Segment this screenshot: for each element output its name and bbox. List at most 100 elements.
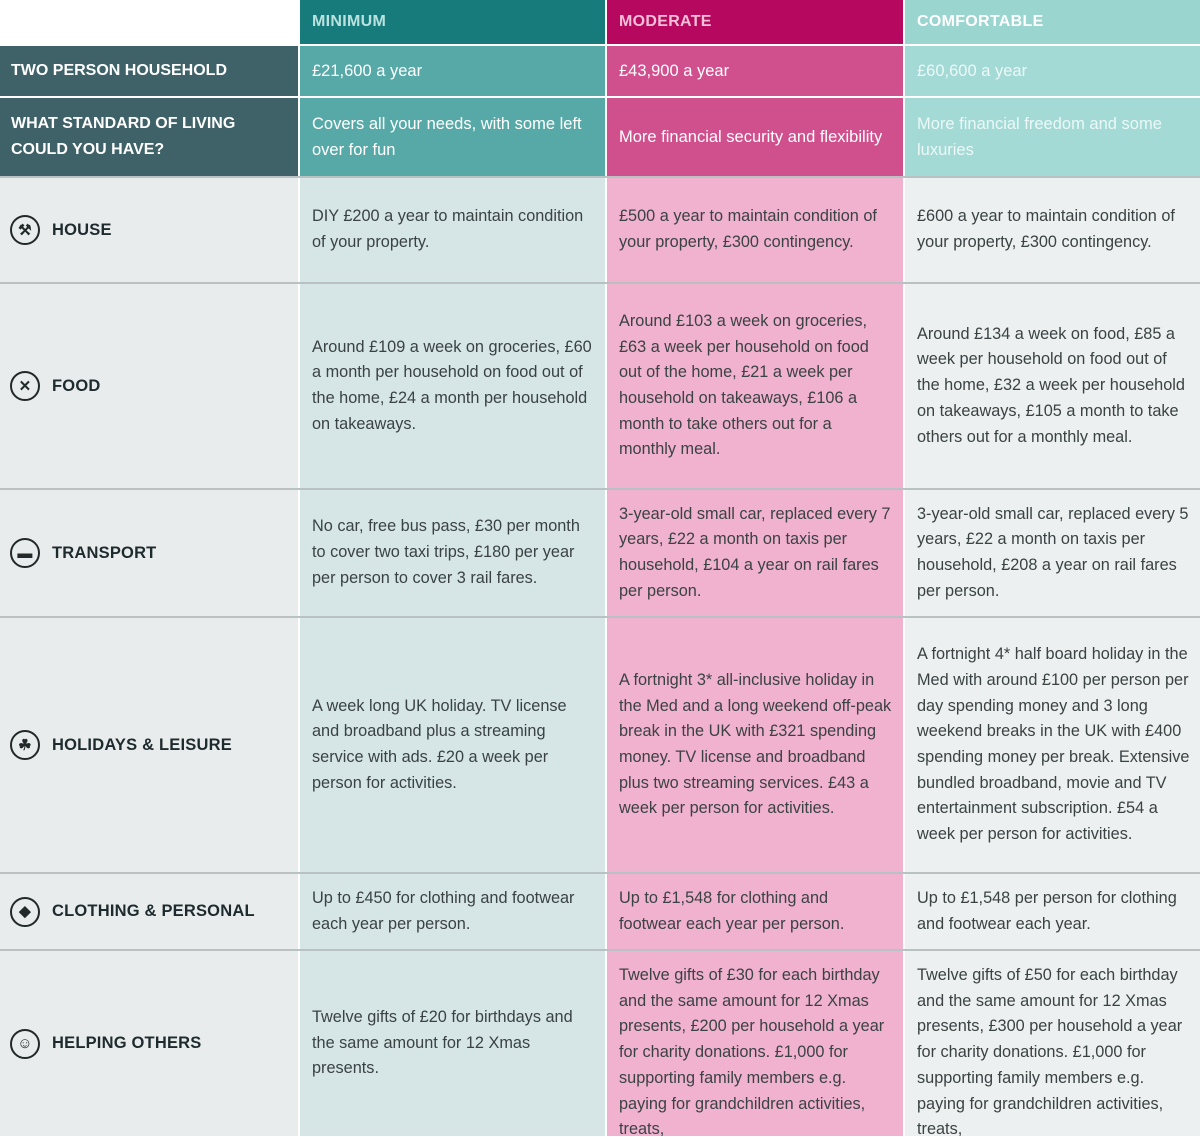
row-divider: [607, 616, 903, 618]
transport-comfortable: 3-year-old small car, replaced every 5 y…: [905, 490, 1200, 616]
column-header-minimum: MINIMUM: [300, 0, 605, 44]
row-divider: [607, 872, 903, 874]
row-divider: [300, 949, 605, 951]
row-divider: [607, 44, 903, 46]
column-divider: [903, 98, 905, 176]
row-divider: [905, 488, 1200, 490]
column-divider: [903, 951, 905, 1136]
row-divider: [300, 96, 605, 98]
row-divider: [0, 44, 298, 46]
row-divider: [298, 872, 300, 874]
row-divider: [607, 949, 903, 951]
row-divider: [0, 949, 298, 951]
row-label-clothing: ◆ CLOTHING & PERSONAL: [0, 874, 298, 949]
row-divider: [300, 616, 605, 618]
column-divider: [605, 178, 607, 282]
column-divider: [605, 284, 607, 488]
row-divider: [905, 282, 1200, 284]
row-label-holidays: ☘ HOLIDAYS & LEISURE: [0, 618, 298, 872]
column-divider: [903, 618, 905, 872]
row-divider: [903, 616, 905, 618]
column-divider: [298, 618, 300, 872]
food-minimum: Around £109 a week on groceries, £60 a m…: [300, 284, 605, 488]
car-icon: ▬: [10, 538, 40, 568]
row-divider: [605, 872, 607, 874]
standard-label: WHAT STANDARD OF LIVING COULD YOU HAVE?: [0, 98, 298, 176]
row-divider: [905, 176, 1200, 178]
column-divider: [298, 178, 300, 282]
column-divider: [605, 951, 607, 1136]
row-divider: [298, 616, 300, 618]
transport-minimum: No car, free bus pass, £30 per month to …: [300, 490, 605, 616]
row-divider: [605, 96, 607, 98]
shirt-icon: ◆: [10, 896, 40, 927]
holidays-comfortable: A fortnight 4* half board holiday in the…: [905, 618, 1200, 872]
standard-moderate: More financial security and flexibility: [607, 98, 903, 176]
row-divider: [300, 44, 605, 46]
row-divider: [607, 176, 903, 178]
row-divider: [905, 949, 1200, 951]
cutlery-icon: ✕: [10, 371, 40, 401]
column-divider: [298, 284, 300, 488]
row-divider: [903, 282, 905, 284]
column-divider: [605, 0, 607, 44]
row-divider: [605, 44, 607, 46]
column-divider: [903, 874, 905, 949]
row-divider: [607, 96, 903, 98]
row-divider: [605, 949, 607, 951]
table-corner: [0, 0, 298, 44]
row-divider: [0, 872, 298, 874]
clothing-minimum: Up to £450 for clothing and footwear eac…: [300, 874, 605, 949]
row-divider: [905, 44, 1200, 46]
household-comfortable: £60,600 a year: [905, 46, 1200, 96]
row-divider: [607, 488, 903, 490]
row-divider: [0, 282, 298, 284]
row-divider: [903, 872, 905, 874]
row-divider: [300, 176, 605, 178]
helping-minimum: Twelve gifts of £20 for birthdays and th…: [300, 951, 605, 1136]
row-divider: [607, 282, 903, 284]
column-divider: [298, 0, 300, 44]
row-label-text: HOUSE: [52, 220, 112, 239]
row-divider: [300, 282, 605, 284]
tools-icon: ⚒: [10, 215, 40, 245]
row-label-text: FOOD: [52, 376, 101, 395]
row-label-house: ⚒ HOUSE: [0, 178, 298, 282]
row-divider: [0, 488, 298, 490]
row-divider: [298, 44, 300, 46]
row-divider: [298, 96, 300, 98]
household-minimum: £21,600 a year: [300, 46, 605, 96]
row-divider: [298, 176, 300, 178]
row-divider: [298, 488, 300, 490]
column-divider: [605, 490, 607, 616]
row-divider: [298, 949, 300, 951]
row-label-text: TRANSPORT: [52, 543, 157, 562]
column-divider: [298, 951, 300, 1136]
row-label-food: ✕ FOOD: [0, 284, 298, 488]
row-divider: [298, 282, 300, 284]
row-divider: [903, 488, 905, 490]
clothing-comfortable: Up to £1,548 per person for clothing and…: [905, 874, 1200, 949]
column-divider: [298, 874, 300, 949]
helping-moderate: Twelve gifts of £30 for each birthday an…: [607, 951, 903, 1136]
row-divider: [300, 872, 605, 874]
row-label-text: HELPING OTHERS: [52, 1034, 202, 1052]
column-divider: [903, 178, 905, 282]
clothing-moderate: Up to £1,548 for clothing and footwear e…: [607, 874, 903, 949]
row-divider: [905, 616, 1200, 618]
column-divider: [298, 46, 300, 96]
row-divider: [903, 44, 905, 46]
row-divider: [0, 96, 298, 98]
column-divider: [605, 98, 607, 176]
column-divider: [298, 98, 300, 176]
row-label-helping: ☺ HELPING OTHERS: [0, 951, 298, 1136]
row-divider: [0, 176, 298, 178]
column-divider: [903, 490, 905, 616]
row-divider: [903, 176, 905, 178]
column-divider: [903, 284, 905, 488]
row-label-text: CLOTHING & PERSONAL: [52, 902, 255, 920]
row-divider: [300, 488, 605, 490]
row-divider: [903, 96, 905, 98]
row-divider: [605, 488, 607, 490]
house-comfortable: £600 a year to maintain condition of you…: [905, 178, 1200, 282]
